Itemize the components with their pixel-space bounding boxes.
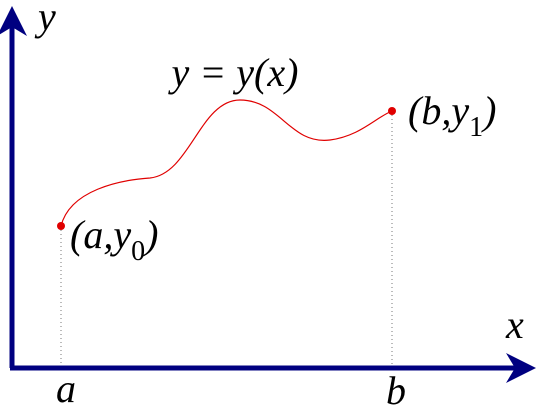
point-label: (b,y1) (408, 88, 496, 143)
point-a (57, 222, 65, 230)
point-label-text: ) (481, 88, 496, 133)
point-label-text: (b,y (408, 88, 469, 133)
point-label: (a,y0) (70, 212, 158, 267)
point-label-text: (a,y (70, 212, 131, 257)
point-label-sub: 1 (469, 112, 483, 143)
point-label-text: ) (143, 212, 158, 257)
foot-label: a (56, 366, 76, 411)
curve (60, 99, 393, 227)
point-b (388, 107, 396, 115)
foot-label: b (386, 368, 406, 411)
y-axis-label: y (34, 0, 56, 39)
curve-label: y = y(x) (168, 50, 299, 95)
x-axis-label: x (505, 302, 524, 347)
point-label-sub: 0 (131, 236, 145, 267)
